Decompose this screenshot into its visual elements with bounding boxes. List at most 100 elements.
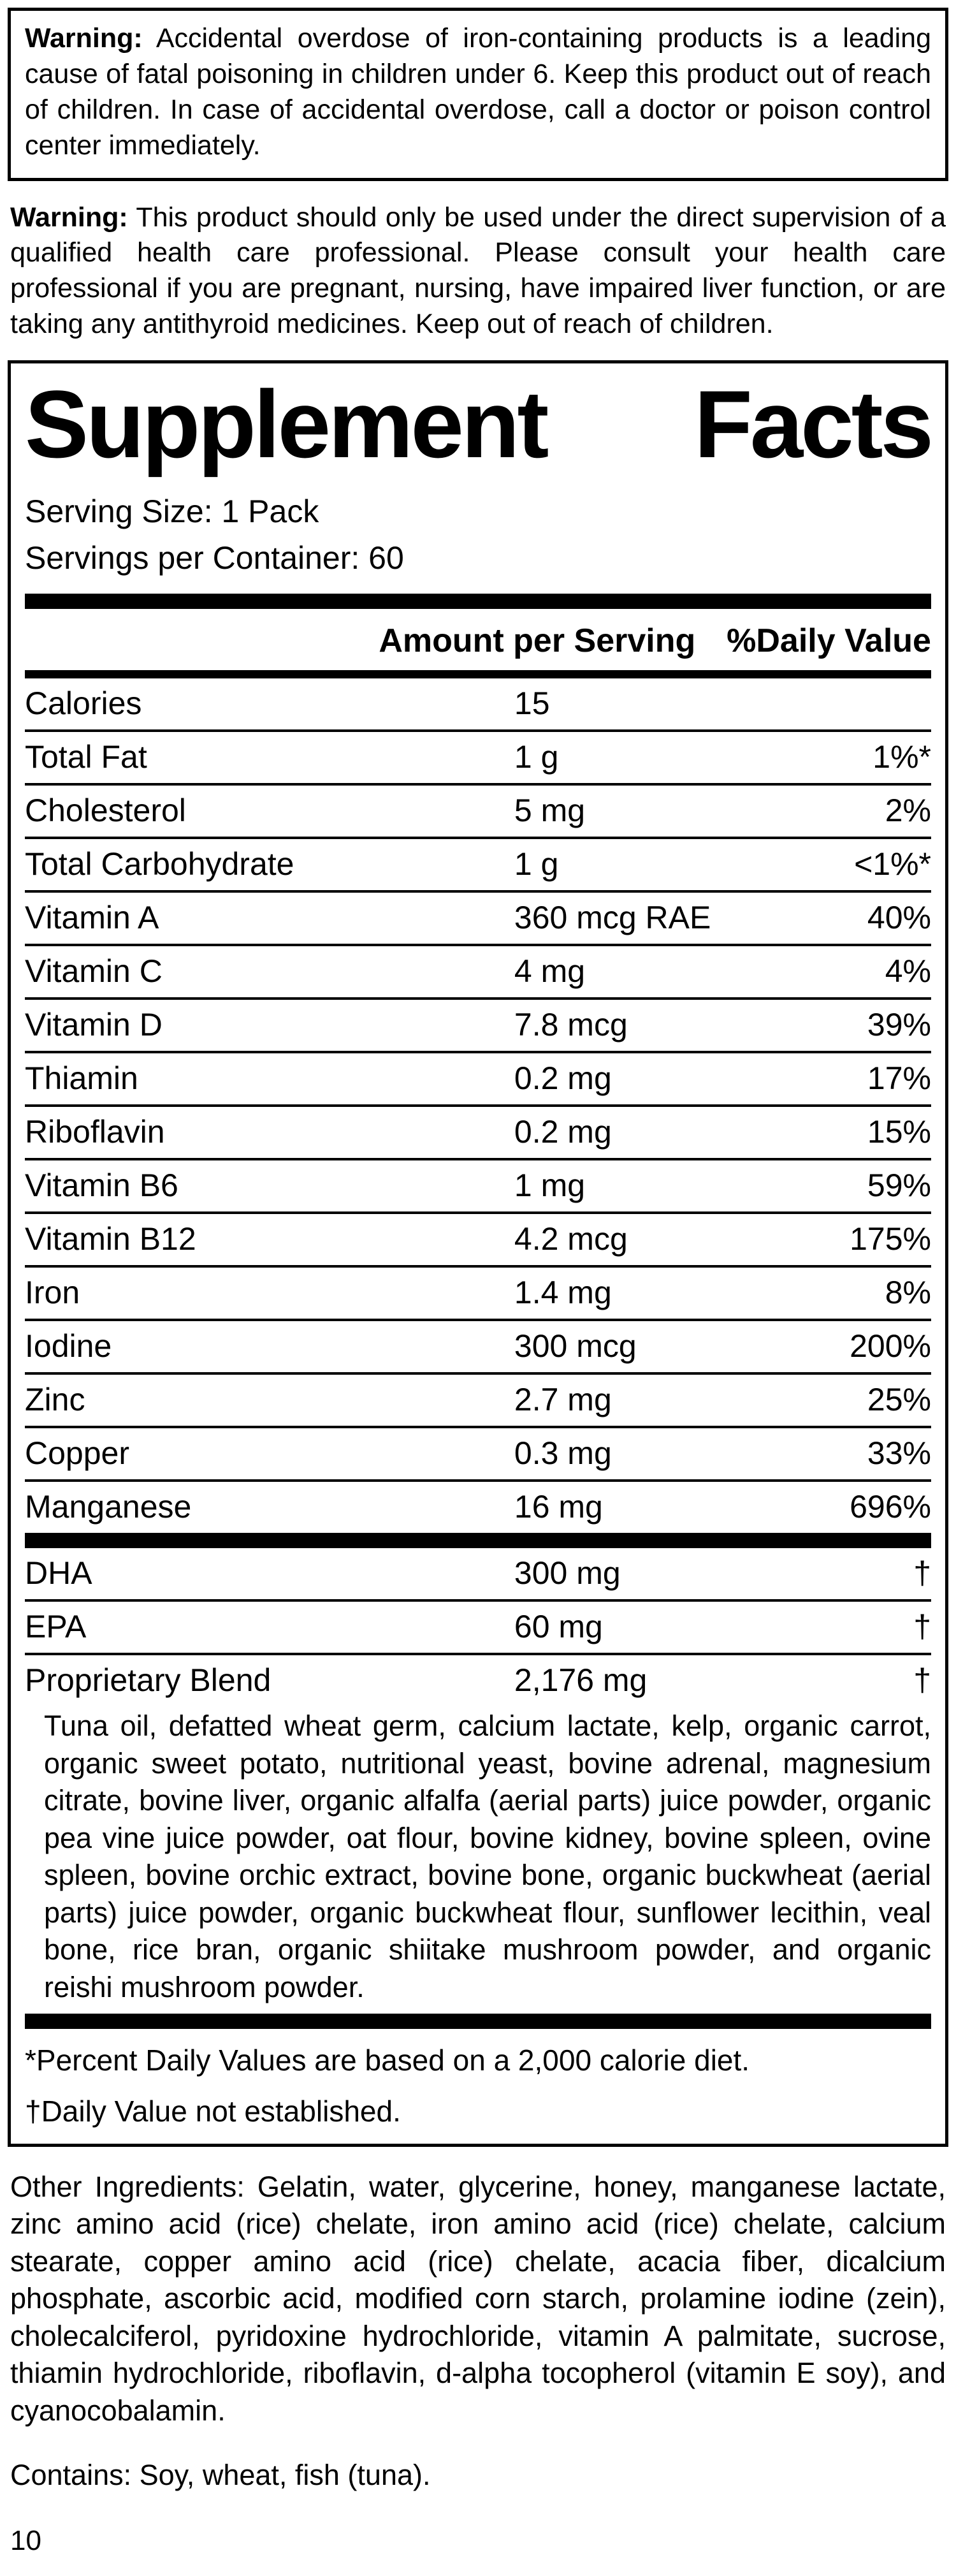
- nutrient-dv: 17%: [867, 1060, 931, 1097]
- nutrient-dv: 2%: [885, 793, 931, 829]
- nutrient-dv: †: [913, 1555, 931, 1592]
- nutrient-name: Vitamin D: [25, 1007, 163, 1043]
- table-row: DHA 300 mg †: [25, 1548, 931, 1599]
- table-row: Total Carbohydrate 1 g <1%*: [25, 837, 931, 890]
- table-row: EPA 60 mg †: [25, 1599, 931, 1653]
- table-row: Proprietary Blend 2,176 mg †: [25, 1653, 931, 1706]
- divider-thick-bottom: [25, 2014, 931, 2030]
- nutrient-name: Total Fat: [25, 739, 147, 775]
- table-row: Total Fat 1 g 1%*: [25, 729, 931, 783]
- table-row: Zinc 2.7 mg 25%: [25, 1372, 931, 1426]
- warning-supervision: Warning: This product should only be use…: [10, 200, 946, 343]
- nutrient-name: Vitamin B12: [25, 1221, 196, 1257]
- title-word-facts: Facts: [694, 370, 934, 478]
- footnote-percent-dv: *Percent Daily Values are based on a 2,0…: [25, 2044, 750, 2077]
- nutrient-amount: 300 mcg: [514, 1328, 637, 1365]
- nutrient-amount: 300 mg: [514, 1555, 621, 1592]
- table-row: Vitamin C 4 mg 4%: [25, 944, 931, 997]
- table-row: Vitamin B6 1 mg 59%: [25, 1158, 931, 1211]
- nutrient-amount: 1 g: [514, 846, 559, 882]
- nutrient-amount: 5 mg: [514, 793, 586, 829]
- footnote-dagger: †Daily Value not established.: [25, 2094, 401, 2128]
- divider-thick-mid: [25, 1533, 931, 1549]
- table-row: Cholesterol 5 mg 2%: [25, 783, 931, 837]
- serving-size-line: Serving Size: 1 Pack: [25, 494, 319, 530]
- nutrient-dv: 15%: [867, 1114, 931, 1150]
- nutrient-name: Vitamin A: [25, 900, 159, 936]
- nutrient-amount: 1.4 mg: [514, 1275, 612, 1311]
- nutrient-dv: <1%*: [854, 846, 931, 882]
- contains-statement: Contains: Soy, wheat, fish (tuna).: [10, 2459, 431, 2492]
- table-row: Copper 0.3 mg 33%: [25, 1426, 931, 1479]
- nutrient-dv: †: [913, 1609, 931, 1645]
- divider-medium: [25, 670, 931, 679]
- nutrient-name: Cholesterol: [25, 793, 186, 829]
- nutrient-dv: 696%: [850, 1489, 931, 1525]
- dv-column-header: %Daily Value: [727, 622, 931, 660]
- nutrient-name: Vitamin B6: [25, 1167, 178, 1204]
- supplement-facts-panel: Supplement Facts Serving Size: 1 Pack Se…: [8, 360, 948, 2147]
- nutrient-name: DHA: [25, 1555, 92, 1592]
- nutrient-dv: 40%: [867, 900, 931, 936]
- nutrient-name: Total Carbohydrate: [25, 846, 294, 882]
- nutrient-amount: 360 mcg RAE: [514, 900, 711, 936]
- table-row: Thiamin 0.2 mg 17%: [25, 1051, 931, 1104]
- title-word-supplement: Supplement: [25, 370, 549, 478]
- table-row: Iodine 300 mcg 200%: [25, 1319, 931, 1372]
- warning-label: Warning:: [10, 201, 128, 233]
- nutrient-dv: 39%: [867, 1007, 931, 1043]
- nutrient-name: Thiamin: [25, 1060, 138, 1097]
- nutrient-dv: 200%: [850, 1328, 931, 1365]
- nutrient-dv: 8%: [885, 1275, 931, 1311]
- nutrient-table: Calories 15 Total Fat 1 g 1%* Cholestero…: [25, 678, 931, 1533]
- supplement-facts-title: Supplement Facts: [25, 370, 934, 478]
- nutrient-amount: 16 mg: [514, 1489, 603, 1525]
- nutrient-amount: 1 g: [514, 739, 559, 775]
- divider-thick-top: [25, 594, 931, 610]
- table-row: Manganese 16 mg 696%: [25, 1479, 931, 1533]
- proprietary-blend-description: Tuna oil, defatted wheat germ, calcium l…: [44, 1709, 931, 2003]
- nutrient-name: Riboflavin: [25, 1114, 165, 1150]
- table-row: Vitamin B12 4.2 mcg 175%: [25, 1211, 931, 1265]
- servings-per-container-line: Servings per Container: 60: [25, 539, 404, 576]
- nutrient-dv: 59%: [867, 1167, 931, 1204]
- warning-text: Accidental overdose of iron-containing p…: [25, 23, 932, 161]
- amount-column-header: Amount per Serving: [379, 622, 696, 660]
- nutrient-dv: †: [913, 1662, 931, 1699]
- nutrient-name: EPA: [25, 1609, 87, 1645]
- nutrient-amount: 0.2 mg: [514, 1114, 612, 1150]
- nutrient-dv: 25%: [867, 1382, 931, 1418]
- warning-box-iron: Warning: Accidental overdose of iron-con…: [8, 8, 948, 181]
- table-row: Calories 15: [25, 678, 931, 729]
- nutrient-dv: 1%*: [873, 739, 931, 775]
- table-row: Iron 1.4 mg 8%: [25, 1265, 931, 1319]
- facts-header-row: Amount per Serving %Daily Value: [25, 609, 931, 670]
- nutrient-name: Iron: [25, 1275, 80, 1311]
- warning-text: This product should only be used under t…: [10, 201, 946, 340]
- nutrient-amount: 15: [514, 685, 550, 722]
- nutrient-amount: 4 mg: [514, 953, 586, 990]
- nutrient-name: Copper: [25, 1435, 129, 1472]
- nutrient-name: Zinc: [25, 1382, 85, 1418]
- warning-label: Warning:: [25, 23, 143, 54]
- nutrient-name: Iodine: [25, 1328, 112, 1365]
- nutrient-amount: 2,176 mg: [514, 1662, 648, 1699]
- nutrient-amount: 4.2 mcg: [514, 1221, 628, 1257]
- table-row: Vitamin D 7.8 mcg 39%: [25, 997, 931, 1051]
- table-row: Vitamin A 360 mcg RAE 40%: [25, 890, 931, 944]
- nutrient-amount: 1 mg: [514, 1167, 586, 1204]
- page-number: 10: [10, 2525, 41, 2557]
- nutrient-amount: 60 mg: [514, 1609, 603, 1645]
- nutrient-amount: 7.8 mcg: [514, 1007, 628, 1043]
- nutrient-amount: 0.3 mg: [514, 1435, 612, 1472]
- nutrient-name: Calories: [25, 685, 142, 722]
- nutrient-dv: 33%: [867, 1435, 931, 1472]
- nutrient-name: Manganese: [25, 1489, 192, 1525]
- nutrient-amount: 0.2 mg: [514, 1060, 612, 1097]
- nutrient-name: Vitamin C: [25, 953, 163, 990]
- other-ingredients-paragraph: Other Ingredients: Gelatin, water, glyce…: [10, 2170, 946, 2427]
- nutrient-name: Proprietary Blend: [25, 1662, 272, 1699]
- nutrient-amount: 2.7 mg: [514, 1382, 612, 1418]
- table-row: Riboflavin 0.2 mg 15%: [25, 1104, 931, 1158]
